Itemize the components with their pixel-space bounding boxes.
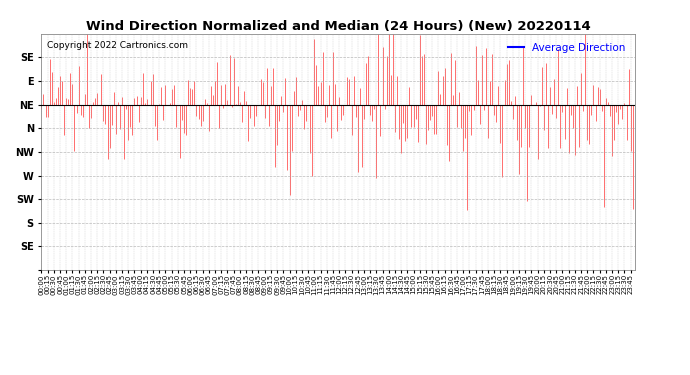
- Text: Copyright 2022 Cartronics.com: Copyright 2022 Cartronics.com: [48, 41, 188, 50]
- Legend: Average Direction: Average Direction: [504, 39, 629, 57]
- Title: Wind Direction Normalized and Median (24 Hours) (New) 20220114: Wind Direction Normalized and Median (24…: [86, 20, 591, 33]
